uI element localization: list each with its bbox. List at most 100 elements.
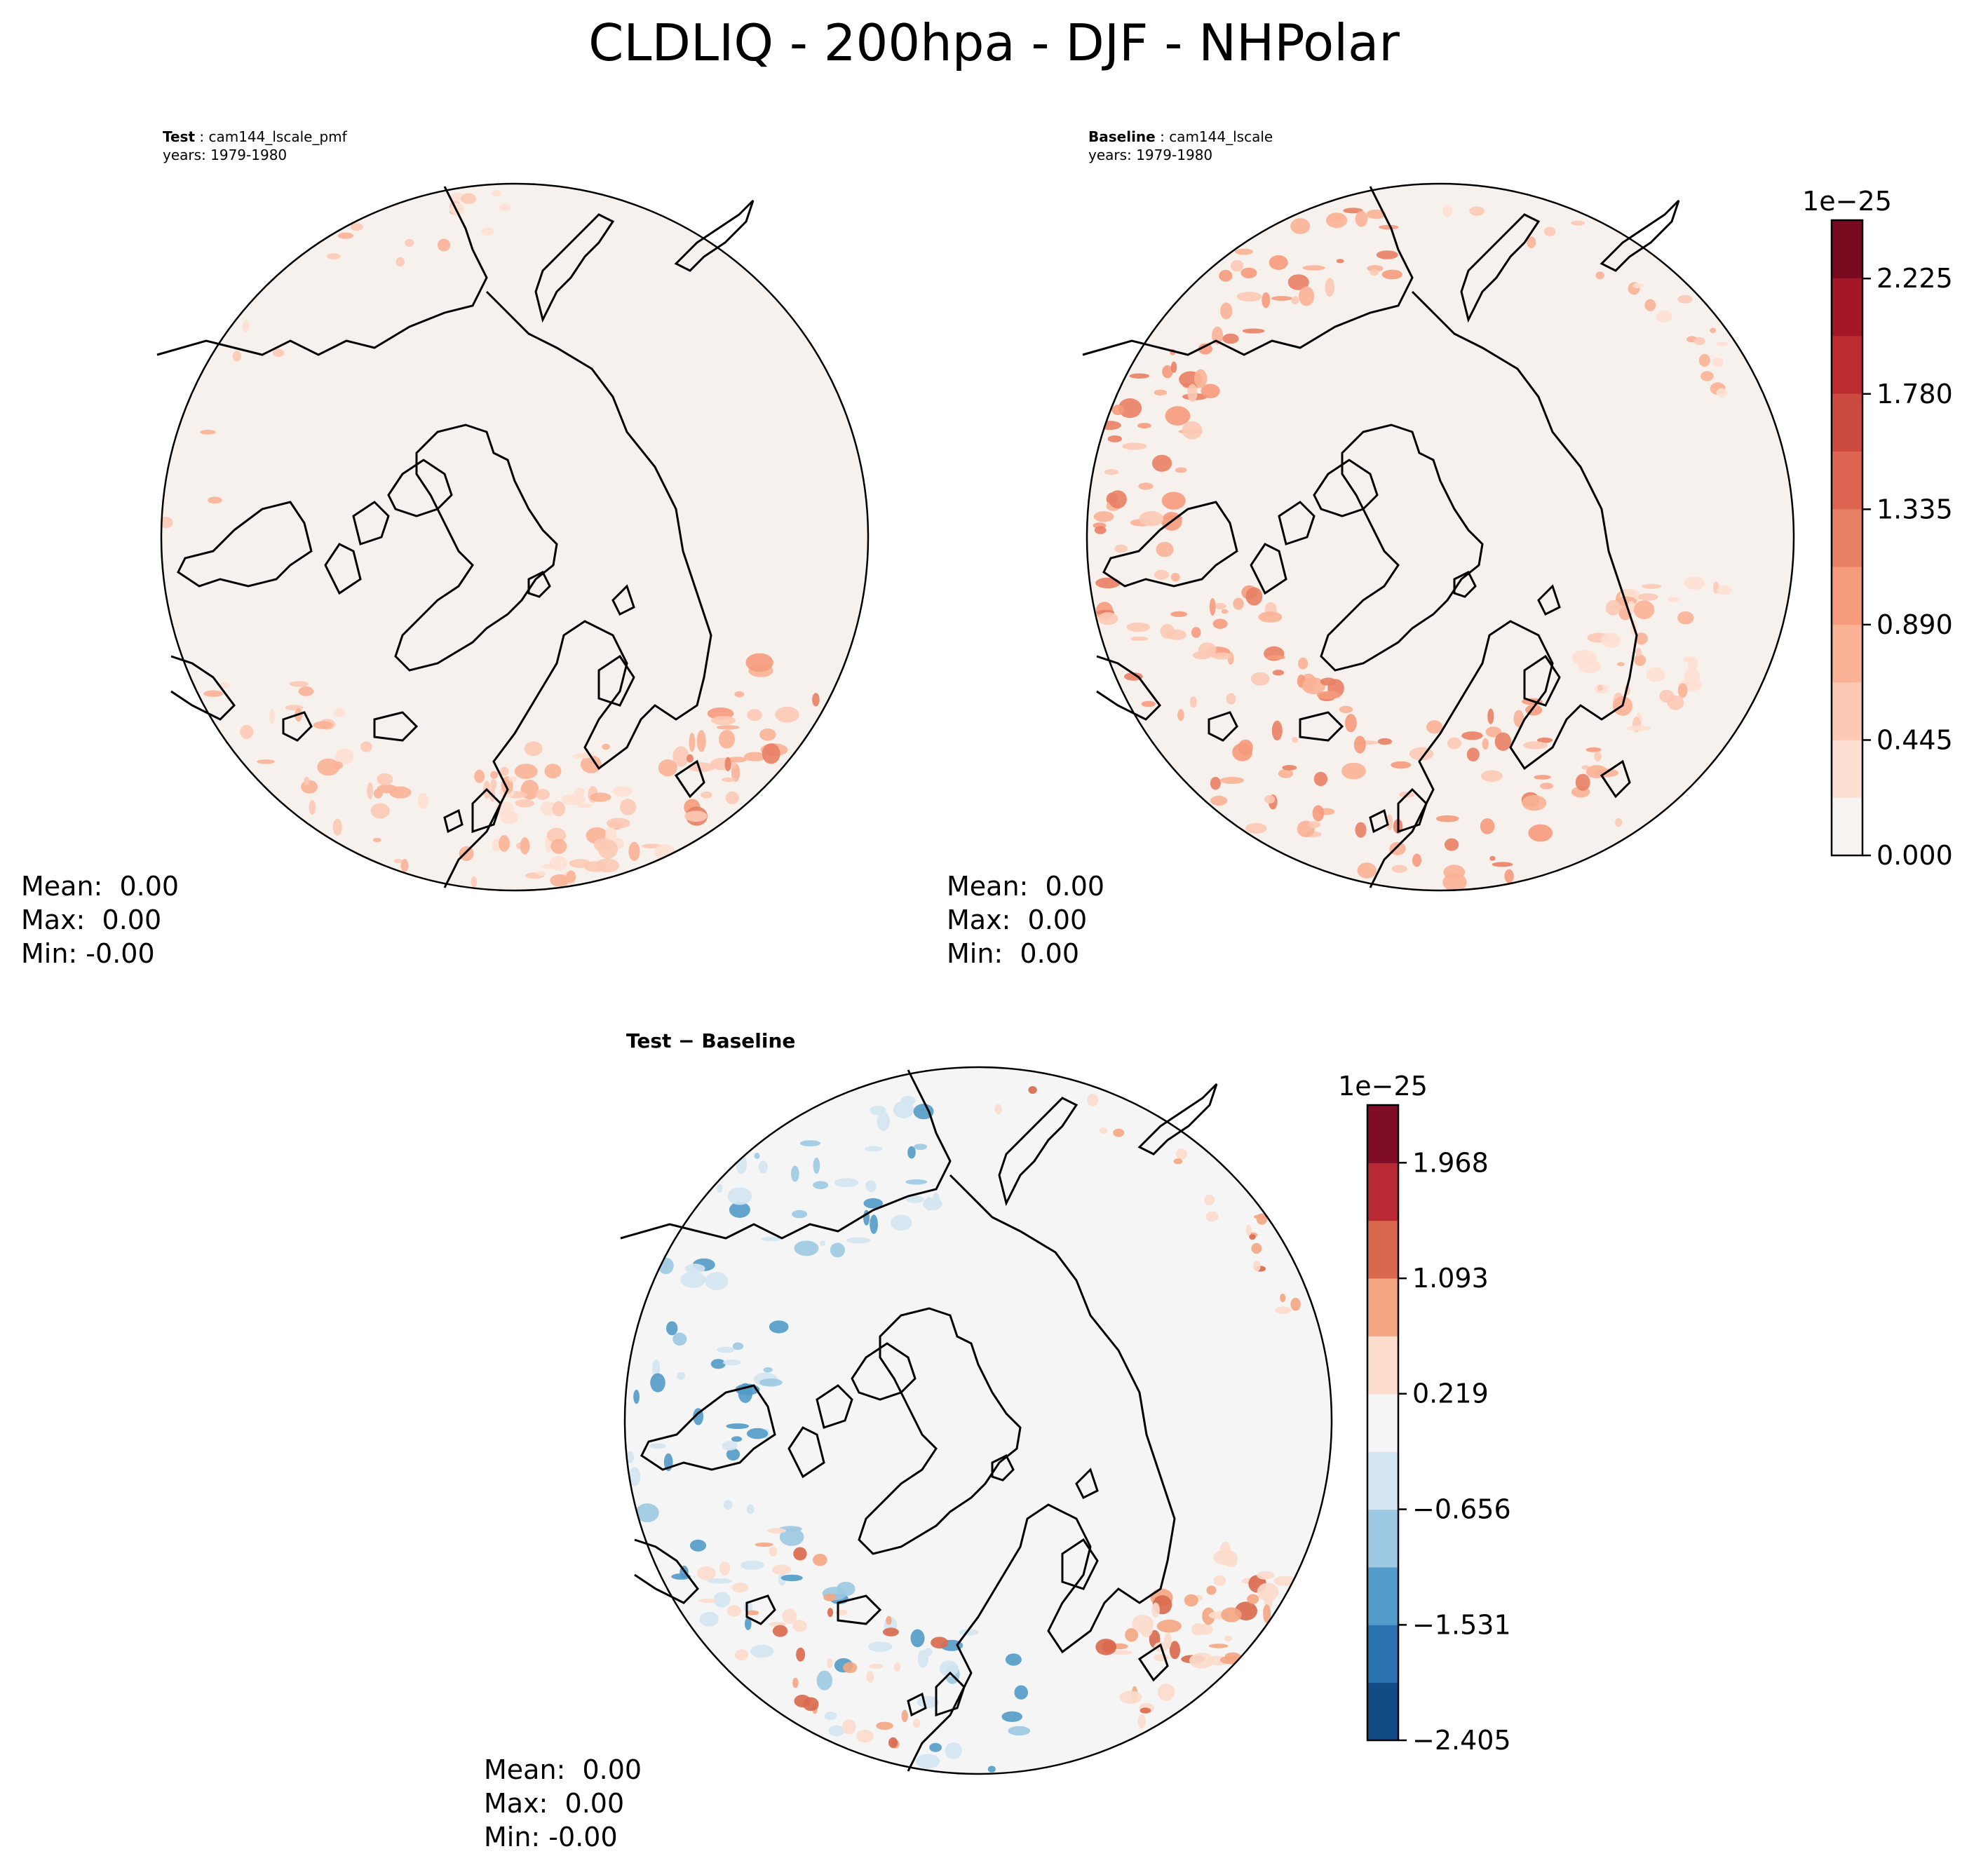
field-blob xyxy=(1169,1641,1180,1660)
field-blob xyxy=(761,1236,782,1242)
field-blob xyxy=(1343,208,1363,214)
field-blob xyxy=(741,1560,764,1570)
field-blob xyxy=(1435,815,1459,822)
field-blob xyxy=(726,757,748,763)
figure-title: CLDLIQ - 200hpa - DJF - NHPolar xyxy=(588,13,1400,72)
field-blob xyxy=(1480,770,1503,782)
field-blob xyxy=(687,754,694,763)
field-blob xyxy=(1290,218,1311,234)
field-blob xyxy=(772,1625,788,1637)
field-blob xyxy=(499,835,510,852)
field-blob xyxy=(569,859,591,868)
baseline-years: years: 1979-1980 xyxy=(1088,147,1213,163)
field-blob xyxy=(1141,700,1156,707)
field-blob xyxy=(1339,705,1353,713)
field-blob xyxy=(856,1730,874,1743)
field-blob xyxy=(893,1662,901,1672)
field-blob xyxy=(1353,736,1366,754)
diff-map-background xyxy=(625,1067,1332,1774)
field-blob xyxy=(865,1146,883,1152)
field-blob xyxy=(746,1504,755,1515)
field-blob xyxy=(1219,269,1233,282)
diff-colorbar-level xyxy=(1367,1566,1398,1625)
field-blob xyxy=(492,838,500,852)
field-blob xyxy=(1224,1635,1233,1641)
field-blob xyxy=(1610,604,1626,609)
field-blob xyxy=(552,801,566,817)
field-blob xyxy=(1272,670,1285,676)
field-blob xyxy=(1677,683,1688,698)
field-blob xyxy=(796,1647,806,1662)
field-blob xyxy=(1635,632,1648,645)
field-blob xyxy=(1700,371,1714,381)
field-blob xyxy=(759,1378,783,1387)
field-blob xyxy=(1107,435,1123,442)
field-blob xyxy=(1534,775,1551,780)
field-blob xyxy=(1466,747,1480,761)
field-blob xyxy=(1099,1127,1108,1134)
field-blob xyxy=(658,759,677,777)
field-blob xyxy=(891,1214,912,1231)
test-panel-title: Test : cam144_lscale_pmf years: 1979-198… xyxy=(163,128,347,164)
field-blob xyxy=(1634,654,1646,666)
field-blob xyxy=(1301,677,1326,695)
field-blob xyxy=(705,1272,729,1291)
field-blob xyxy=(1008,1726,1031,1736)
test-min: Min: -0.00 xyxy=(21,938,155,969)
baseline-colon: : xyxy=(1155,128,1170,145)
field-blob xyxy=(717,1346,735,1353)
field-blob xyxy=(882,1627,899,1637)
baseline-min: Min: 0.00 xyxy=(947,938,1079,969)
field-blob xyxy=(1376,250,1398,259)
field-blob xyxy=(1617,662,1625,667)
field-blob xyxy=(792,1620,807,1632)
field-blob xyxy=(1492,862,1513,867)
diff-min: Min: -0.00 xyxy=(484,1822,618,1852)
baseline-colorbar-level xyxy=(1832,393,1862,452)
field-blob xyxy=(1693,337,1705,345)
field-blob xyxy=(1266,655,1285,660)
field-blob xyxy=(1527,236,1536,248)
field-blob xyxy=(940,1660,959,1677)
field-blob xyxy=(1287,274,1309,290)
diff-colorbar-tick-label: 1.093 xyxy=(1412,1263,1489,1294)
field-blob xyxy=(1710,327,1717,333)
field-blob xyxy=(395,257,405,267)
field-blob xyxy=(1386,814,1393,831)
field-blob xyxy=(524,741,543,756)
field-blob xyxy=(1222,333,1239,344)
field-blob xyxy=(1087,1094,1099,1106)
baseline-colorbar-tick-label: 1.335 xyxy=(1877,494,1953,524)
field-blob xyxy=(161,517,173,529)
field-blob xyxy=(1129,373,1150,379)
field-blob xyxy=(400,859,409,872)
field-blob xyxy=(724,757,731,772)
field-blob xyxy=(471,876,478,888)
field-blob xyxy=(1210,795,1228,806)
field-blob xyxy=(1095,1639,1117,1655)
field-blob xyxy=(219,682,230,689)
field-blob xyxy=(802,1697,819,1712)
field-blob xyxy=(576,803,593,808)
field-blob xyxy=(1684,576,1705,590)
field-blob xyxy=(1712,357,1724,367)
field-blob xyxy=(561,794,586,806)
field-blob xyxy=(1249,1234,1256,1240)
field-blob xyxy=(474,769,485,783)
diff-stats: Mean: 0.00 Max: 0.00 Min: -0.00 xyxy=(484,1753,642,1854)
field-blob xyxy=(701,791,712,799)
field-blob xyxy=(536,871,546,876)
field-blob xyxy=(834,1178,859,1188)
field-blob xyxy=(541,864,554,869)
field-blob xyxy=(208,496,222,504)
field-blob xyxy=(1684,668,1700,686)
field-blob xyxy=(1717,341,1729,346)
field-blob xyxy=(1170,573,1180,582)
field-blob xyxy=(1198,343,1213,355)
baseline-label: Baseline xyxy=(1088,128,1156,145)
field-blob xyxy=(747,709,762,721)
field-blob xyxy=(1215,602,1226,610)
field-blob xyxy=(649,1443,666,1449)
field-blob xyxy=(1292,736,1298,743)
